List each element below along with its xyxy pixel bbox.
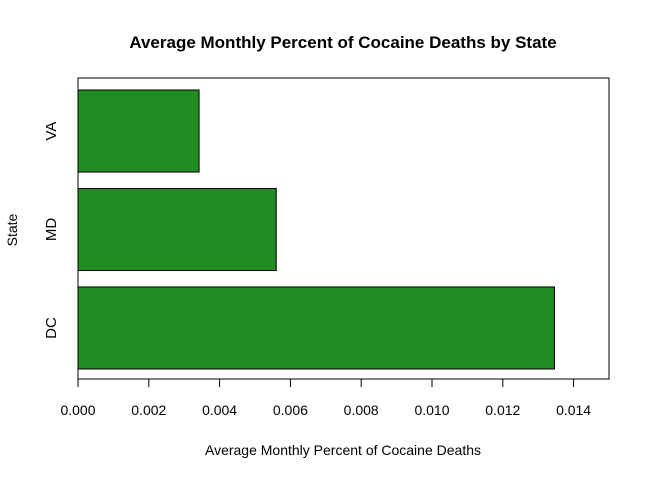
x-tick-label: 0.008 bbox=[344, 402, 379, 418]
x-axis: 0.000 0.002 0.004 0.006 0.008 0.010 0.012 0.014 bbox=[60, 378, 591, 418]
category-label-dc: DC bbox=[43, 317, 60, 339]
x-tick-label: 0.006 bbox=[273, 402, 308, 418]
category-label-va: VA bbox=[43, 122, 60, 141]
y-axis-label: State bbox=[4, 213, 20, 246]
category-labels: DC MD VA bbox=[43, 122, 60, 339]
bars-group bbox=[77, 89, 555, 370]
x-tick-label: 0.004 bbox=[202, 402, 237, 418]
x-tick-label: 0.010 bbox=[414, 402, 449, 418]
x-axis-label: Average Monthly Percent of Cocaine Death… bbox=[205, 442, 481, 458]
bar-va bbox=[77, 89, 200, 173]
bar-md bbox=[77, 187, 277, 272]
x-tick-label: 0.000 bbox=[60, 402, 95, 418]
x-tick-label: 0.002 bbox=[131, 402, 166, 418]
x-tick-label: 0.014 bbox=[556, 402, 591, 418]
category-label-md: MD bbox=[43, 218, 60, 241]
bar-dc bbox=[77, 286, 555, 370]
x-tick-label: 0.012 bbox=[485, 402, 520, 418]
chart-title: Average Monthly Percent of Cocaine Death… bbox=[129, 33, 556, 52]
